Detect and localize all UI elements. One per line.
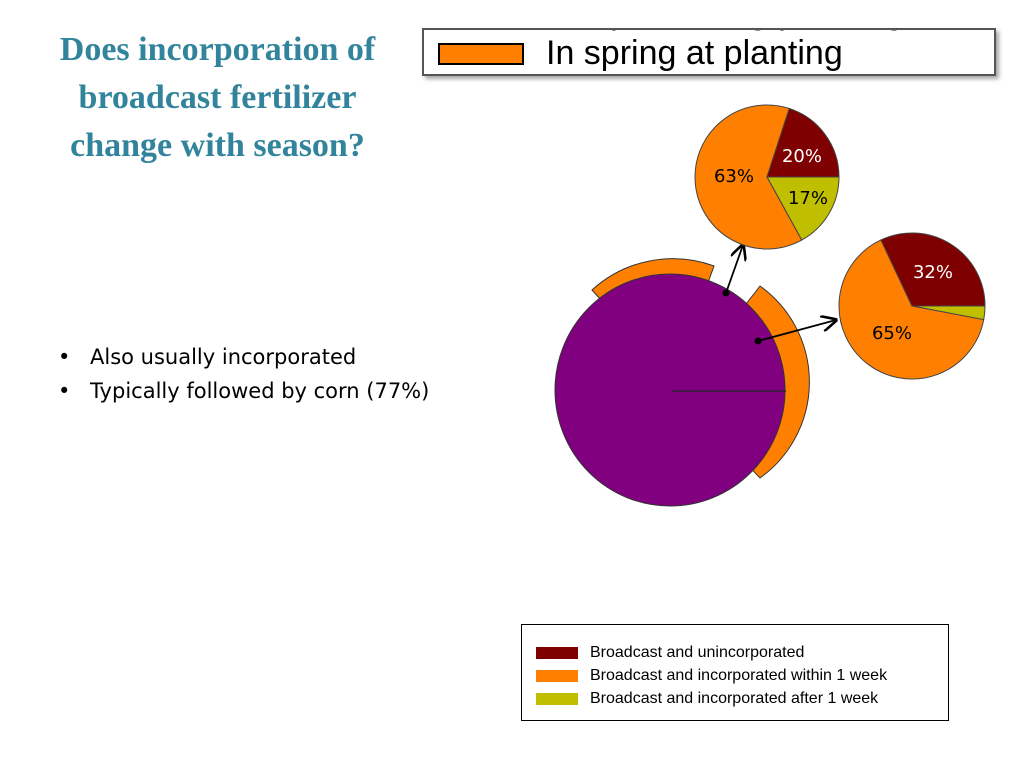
season-legend-partial-entry: In fall preceding planting <box>424 30 994 36</box>
slice-within-week <box>838 239 985 380</box>
legend-swatch-within-week <box>536 669 578 682</box>
legend-swatch-unincorporated <box>536 646 578 659</box>
breakdown-pie-2 <box>838 232 986 380</box>
data-label-within-week-pie1: 63% <box>714 166 754 187</box>
season-legend: In fall preceding planting In spring at … <box>422 28 996 76</box>
data-label-after-week-pie1: 17% <box>788 188 828 209</box>
data-label-unincorporated-pie1: 20% <box>782 146 822 167</box>
season-legend-swatch <box>438 43 524 65</box>
arrow-to-fall-pie <box>757 320 836 342</box>
slice-within-week <box>694 104 803 250</box>
bullet-list: Also usually incorporated Typically foll… <box>58 340 429 408</box>
season-legend-label: In spring at planting <box>546 34 843 72</box>
arrow-origin-dot <box>722 289 730 297</box>
legend-item: Broadcast and incorporated within 1 week <box>522 664 948 687</box>
season-main-pie <box>554 273 786 507</box>
bullet-item: Also usually incorporated <box>58 340 429 374</box>
data-label-unincorporated-pie2: 32% <box>913 262 953 283</box>
arrow-to-spring-pie <box>725 245 743 294</box>
slice-after-week <box>766 176 840 241</box>
chart-legend: Broadcast and unincorporated Broadcast a… <box>521 624 949 721</box>
data-label-within-week-pie2: 65% <box>872 323 912 344</box>
legend-item: Broadcast and unincorporated <box>522 641 948 664</box>
legend-swatch-after-week <box>536 692 578 705</box>
legend-item: Broadcast and incorporated after 1 week <box>522 687 948 710</box>
slide-title: Does incorporation of broadcast fertiliz… <box>59 31 376 164</box>
slice-unincorporated <box>880 232 986 307</box>
arrow-origin-dot <box>754 337 762 345</box>
breakdown-pie-1 <box>694 104 840 250</box>
legend-label: Broadcast and incorporated after 1 week <box>590 689 879 707</box>
legend-label: Broadcast and incorporated within 1 week <box>590 666 888 684</box>
bullet-item: Typically followed by corn (77%) <box>58 374 429 408</box>
slice-unincorporated <box>766 107 840 178</box>
legend-label: Broadcast and unincorporated <box>590 643 805 661</box>
